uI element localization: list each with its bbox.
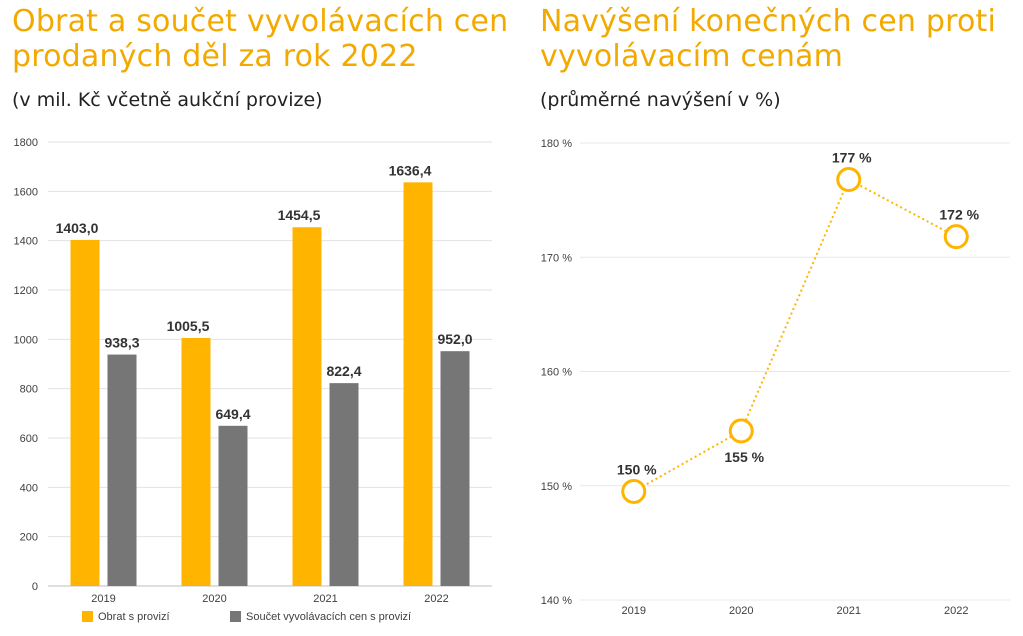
data-label: 1454,5 [278,207,321,223]
bar [70,239,100,586]
y-tick-label: 600 [20,433,38,445]
data-label: 822,4 [326,363,361,379]
data-label: 177 % [832,150,872,166]
right-chart-subtitle: (průměrné navýšení v %) [540,89,781,111]
data-point [728,418,754,444]
legend-swatch [230,611,241,622]
legend-swatch [82,611,93,622]
data-label: 150 % [617,461,657,477]
y-tick-label: 140 % [541,595,572,607]
bar [403,182,433,586]
y-tick-label: 180 % [541,138,572,150]
data-label: 938,3 [104,335,139,351]
data-label: 1636,4 [389,162,432,178]
x-tick-label: 2021 [837,605,861,617]
legend-label: Součet vyvolávacích cen s provizí [246,611,411,623]
data-point [836,167,862,193]
y-tick-label: 800 [20,384,38,396]
y-tick-label: 200 [20,532,38,544]
bar [218,425,248,586]
left-chart-title: Obrat a součet vyvolávacích cen prodanýc… [12,4,509,74]
right-chart-title: Navýšení konečných cen proti vyvolávacím… [540,4,997,74]
x-tick-label: 2019 [622,605,646,617]
data-point [943,224,969,250]
bar [292,227,322,586]
left-chart-subtitle: (v mil. Kč včetně aukční provize) [12,89,323,111]
data-label: 1403,0 [56,220,99,236]
legend-label: Obrat s provizí [98,611,170,623]
y-tick-label: 1200 [14,285,38,297]
data-point [621,478,647,504]
data-label: 649,4 [215,406,250,422]
bar [440,351,470,586]
y-tick-label: 1400 [14,236,38,248]
x-tick-label: 2020 [729,605,753,617]
y-tick-label: 0 [32,581,38,593]
x-tick-label: 2020 [202,593,226,605]
data-label: 952,0 [437,331,472,347]
x-tick-label: 2022 [944,605,968,617]
y-tick-label: 1800 [14,137,38,149]
data-label: 1005,5 [167,318,210,334]
y-tick-label: 150 % [541,481,572,493]
bar-chart: 0 200 400 600 800 1000 1200 1400 1600 1800 2019 140… [14,137,492,623]
x-tick-label: 2019 [91,593,115,605]
y-tick-label: 1000 [14,334,38,346]
bar [107,354,137,586]
series-line [633,178,957,493]
bar [329,383,359,586]
data-label: 155 % [724,449,764,465]
line-chart: 140 % 150 % 160 % 170 % 180 % 150 % 2019 155 % 2… [541,138,1010,617]
y-tick-label: 400 [20,482,38,494]
y-tick-label: 160 % [541,367,572,379]
x-tick-label: 2021 [313,593,337,605]
x-tick-label: 2022 [424,593,448,605]
y-tick-label: 170 % [541,252,572,264]
y-tick-label: 1600 [14,186,38,198]
bar [181,337,211,586]
data-label: 172 % [939,207,979,223]
